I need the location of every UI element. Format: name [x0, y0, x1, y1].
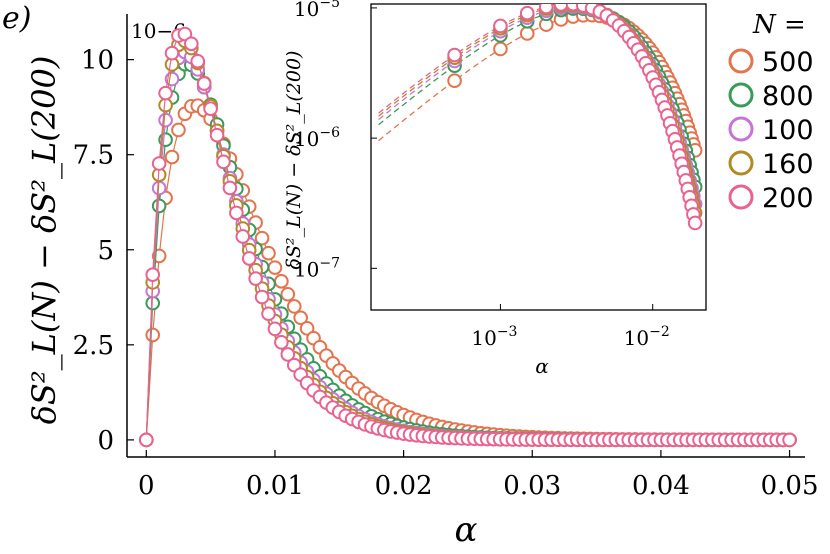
main-point-200 [254, 289, 270, 305]
legend-label-100: 100 [762, 115, 814, 146]
main-series-200 [138, 26, 797, 448]
main-point-200 [261, 306, 276, 322]
main-x-ticks: 0 0.01 0.02 0.03 0.04 0.05 [138, 450, 819, 501]
inset-fit-800 [378, 7, 693, 176]
main-point-200 [184, 36, 199, 52]
main-point-200 [164, 45, 180, 61]
main-point-200 [235, 229, 251, 244]
main-y-tick-label: 0 [97, 426, 114, 456]
inset-y-axis-label: δS²_L(N) − δS²_L(200) [283, 51, 305, 270]
main-point-500 [261, 245, 276, 261]
legend-marker-200 [728, 184, 754, 210]
legend-label-160: 160 [762, 149, 814, 180]
main-point-500 [171, 122, 186, 138]
inset-point-500 [519, 26, 535, 41]
main-x-tick-label: 0.04 [632, 471, 690, 501]
main-point-200 [138, 432, 154, 448]
main-point-200 [209, 127, 225, 143]
inset-series-200 [378, 4, 703, 231]
legend-marker-800 [728, 82, 754, 108]
main-point-500 [267, 260, 283, 275]
main-point-500 [293, 310, 308, 326]
inset-x-tick-label: 10−2 [624, 324, 670, 350]
inset-point-200 [553, 4, 569, 12]
main-y-ticks: 0 2.5 5 7.5 10 [73, 46, 134, 456]
main-point-200 [151, 156, 167, 171]
main-point-200 [248, 271, 263, 286]
legend-marker-100 [728, 116, 754, 142]
main-point-500 [145, 327, 161, 343]
main-point-200 [222, 180, 238, 196]
main-point-200 [274, 335, 289, 350]
main-point-200 [782, 432, 797, 448]
panel-label: e) [2, 1, 31, 36]
main-point-200 [145, 267, 161, 282]
main-y-tick-label: 7.5 [73, 141, 114, 171]
main-x-tick-label: 0.01 [246, 471, 304, 501]
inset-series-group [378, 4, 703, 231]
main-point-500 [254, 230, 270, 246]
main-point-160 [158, 97, 173, 113]
main-y-tick-label: 2.5 [73, 331, 114, 361]
inset-chart: 10−3 10−210−710−610−5 δS²_L(N) − δS²_L(20… [283, 0, 707, 378]
main-y-tick-label: 5 [97, 236, 114, 266]
legend-marker-160 [728, 150, 754, 176]
legend-title: N = [752, 10, 806, 40]
main-point-200 [203, 101, 218, 117]
main-point-100 [158, 112, 173, 128]
main-x-tick-label: 0.05 [761, 471, 819, 501]
main-point-200 [190, 53, 206, 69]
main-x-tick-label: 0.02 [375, 471, 433, 501]
inset-x-tick-label: 10−3 [471, 324, 517, 350]
inset-y-tick-label: 10−5 [294, 0, 340, 21]
main-x-tick-label: 0.03 [503, 471, 561, 501]
main-point-200 [267, 321, 283, 337]
inset-point-200 [493, 18, 508, 34]
main-y-tick-label: 10 [81, 46, 114, 76]
main-point-500 [280, 286, 296, 302]
main-point-500 [164, 149, 180, 165]
main-y-axis-label: δS²_L(N) − δS²_L(200) [25, 56, 63, 425]
main-point-800 [151, 198, 167, 214]
main-x-axis-label: α [455, 510, 478, 550]
main-point-200 [177, 26, 193, 42]
main-series-group [138, 26, 797, 448]
legend-label-200: 200 [762, 183, 814, 214]
main-axes [126, 14, 805, 458]
legend-label-800: 800 [762, 81, 814, 112]
main-point-500 [274, 274, 289, 289]
legend-marker-500 [728, 48, 754, 74]
inset-point-500 [493, 41, 508, 57]
inset-point-200 [687, 215, 703, 231]
legend-label-500: 500 [762, 47, 814, 78]
main-point-200 [196, 76, 212, 91]
main-point-500 [286, 299, 302, 314]
inset-point-500 [447, 73, 462, 89]
main-point-500 [299, 321, 315, 336]
main-point-200 [158, 85, 173, 101]
main-point-200 [280, 347, 296, 362]
main-point-200 [216, 154, 231, 170]
main-point-200 [241, 251, 257, 266]
inset-point-200 [519, 5, 535, 21]
inset-point-200 [538, 4, 554, 15]
main-point-200 [229, 205, 244, 221]
inset-x-axis-label: α [535, 354, 549, 378]
main-x-tick-label: 0 [138, 471, 155, 501]
inset-point-200 [447, 47, 462, 63]
